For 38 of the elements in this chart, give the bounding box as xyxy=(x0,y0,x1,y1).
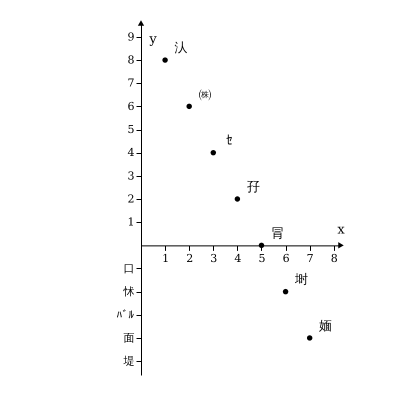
x-axis-title: x xyxy=(337,222,346,238)
annotation: 媔 xyxy=(319,318,332,334)
x-tick-label: 2 xyxy=(186,252,194,265)
x-tick-label: 3 xyxy=(210,252,218,265)
y-tick-label: 3 xyxy=(128,169,134,182)
y-tick-label: 1 xyxy=(128,216,134,229)
annotation: 汄 xyxy=(174,41,188,56)
point xyxy=(282,288,288,294)
y-tick-label: 面 xyxy=(124,331,134,344)
point xyxy=(186,104,192,110)
x-tick-label: 8 xyxy=(330,252,338,265)
point xyxy=(306,335,312,341)
x-tick-label: 4 xyxy=(234,252,242,265)
y-tick-label: 7 xyxy=(128,76,134,90)
point xyxy=(234,196,240,202)
annotation: ｾ xyxy=(226,134,233,149)
y-tick-label: 口 xyxy=(124,262,134,275)
annotation: ㈱ xyxy=(198,87,212,102)
annotation: 冐 xyxy=(270,226,284,242)
y-tick-label: 5 xyxy=(128,123,134,136)
y-tick-label: 怵 xyxy=(122,285,134,298)
point xyxy=(258,242,264,248)
point xyxy=(210,150,216,156)
y-axis-title: y xyxy=(148,32,158,47)
y-tick-label: 8 xyxy=(128,54,134,67)
y-tick-label: 堤 xyxy=(122,354,134,368)
x-tick-label: 6 xyxy=(282,252,290,265)
point xyxy=(162,57,168,63)
x-tick-label: 7 xyxy=(306,252,314,265)
y-tick-label: 4 xyxy=(128,146,134,160)
y-tick-label: 6 xyxy=(128,100,134,113)
annotation: 埘 xyxy=(294,272,308,288)
x-tick-label: 5 xyxy=(258,252,266,265)
y-tick-label: 2 xyxy=(128,192,134,206)
y-tick-label: ﾊﾞﾙ xyxy=(116,308,134,322)
x-tick-label: 1 xyxy=(162,252,170,265)
annotation: 孖 xyxy=(246,180,260,195)
y-tick-label: 9 xyxy=(128,30,134,44)
